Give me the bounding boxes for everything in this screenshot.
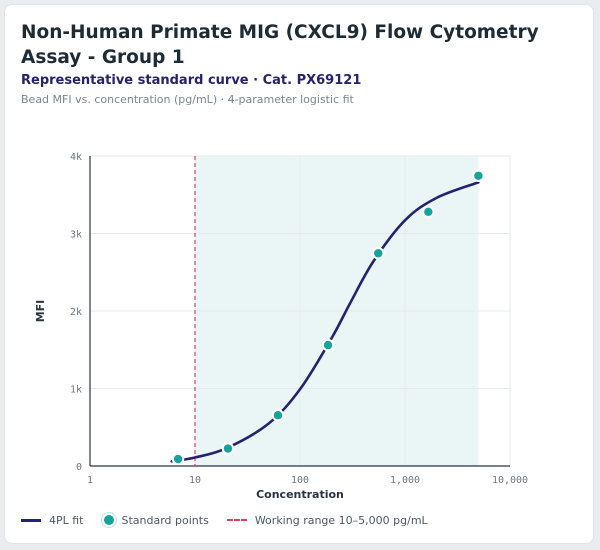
chart-subtitle: Representative standard curve · Cat. PX6… (21, 73, 362, 88)
y-tick-label: 1k (70, 385, 82, 396)
dashed-line-swatch-icon (226, 519, 247, 521)
x-tick-label: 1,000 (390, 475, 420, 486)
standard-point (372, 247, 385, 260)
x-tick-label: 1 (87, 475, 93, 486)
standard-point (472, 169, 485, 182)
line-swatch-icon (21, 518, 41, 522)
standard-point (321, 338, 335, 352)
y-axis-title: MFI (34, 300, 47, 323)
x-tick-label: 10,000 (492, 475, 528, 486)
y-tick-label: 4k (70, 152, 82, 163)
x-axis-title: Concentration (256, 488, 344, 501)
dot-swatch-icon (101, 513, 116, 527)
legend: 4PL fit Standard points Working range 10… (21, 513, 446, 527)
legend-label-points: Standard points (121, 513, 209, 527)
y-tick-label: 3k (70, 230, 82, 241)
standard-point (422, 205, 435, 219)
legend-item-fit[interactable]: 4PL fit (21, 514, 84, 527)
x-tick-label: 10 (189, 475, 201, 486)
chart-title: Non-Human Primate MIG (CXCL9) Flow Cytom… (21, 22, 539, 68)
legend-item-range[interactable]: Working range 10–5,000 pg/mL (226, 513, 428, 527)
legend-item-points[interactable]: Standard points (101, 513, 209, 527)
legend-label-range: Working range 10–5,000 pg/mL (254, 513, 428, 527)
standard-point (171, 452, 185, 466)
legend-label-fit: 4PL fit (49, 513, 84, 527)
fit-curve (170, 181, 480, 463)
standard-point (271, 409, 285, 422)
x-tick-label: 100 (291, 475, 309, 486)
standard-point (221, 442, 235, 455)
chart-caption: Bead MFI vs. concentration (pg/mL) · 4-p… (21, 93, 354, 106)
y-tick-label: 0 (76, 462, 82, 473)
y-tick-label: 2k (70, 307, 82, 318)
